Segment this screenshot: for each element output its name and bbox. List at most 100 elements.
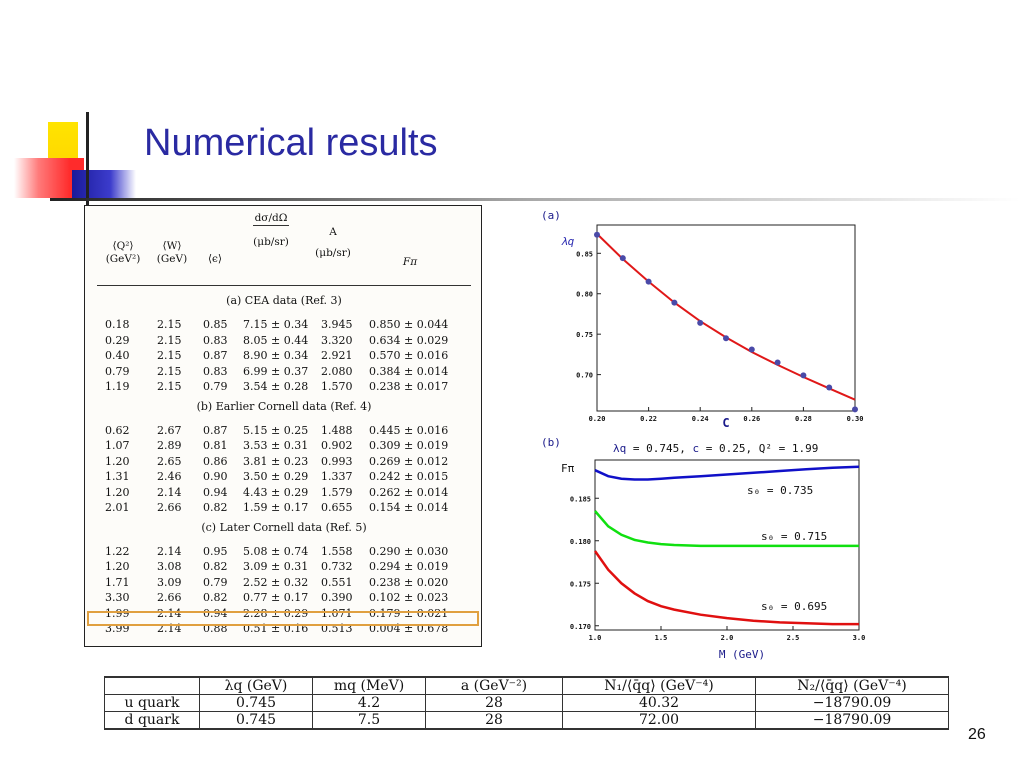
data-cell: 2.89: [157, 439, 182, 452]
data-cell: 1.337: [321, 470, 353, 483]
chart-a-point: [852, 406, 858, 413]
data-cell: 3.320: [321, 333, 353, 347]
chart-b: (b) λq = 0.745, c = 0.25, Q² = 1.99 Fπ 1…: [541, 436, 866, 661]
scanned-data-table: ⟨Q²⟩ (GeV²) ⟨W⟩ (GeV) ⟨ϵ⟩ dσ/dΩ (μb/sr) A …: [84, 205, 482, 647]
data-cell: 0.384 ± 0.014: [369, 364, 449, 378]
data-cell: 0.551: [321, 575, 353, 589]
table-cell: 28: [425, 711, 563, 730]
chart-a-ylabel: λq: [561, 235, 575, 248]
chart-a-point: [671, 299, 678, 306]
data-cell: 0.86: [203, 454, 228, 468]
chart-a-point: [826, 384, 833, 391]
data-cell: 3.53 ± 0.31: [243, 439, 309, 452]
chart-a-point: [748, 346, 755, 353]
data-cell: 0.77 ± 0.17: [243, 591, 309, 604]
data-row: 2.01 2.66 0.82 1.59 ± 0.17 0.655 0.154 ± 0.01…: [85, 501, 483, 515]
header-fpi: Fπ: [402, 256, 418, 268]
chart-a-xtick-label: 0.22: [640, 415, 657, 423]
data-cell: 2.14: [157, 544, 182, 558]
data-row: 1.20 2.14 0.94 4.43 ± 0.29 1.579 0.262 ± 0.01…: [85, 486, 483, 500]
data-cell: 2.15: [157, 380, 182, 393]
data-cell: 0.262 ± 0.014: [369, 485, 449, 499]
table-cell: 7.5: [312, 711, 426, 730]
header-cell-n2: N₂/⟨q̄q⟩ (GeV⁻⁴): [755, 676, 949, 695]
header-cell-empty: [104, 676, 200, 695]
data-cell: 1.59 ± 0.17: [243, 501, 309, 514]
data-cell: 0.90: [203, 470, 228, 483]
data-cell: 4.43 ± 0.29: [243, 485, 309, 499]
chart-b-xtick-label: 1.5: [655, 634, 668, 642]
chart-b-series-line: [594, 465, 860, 481]
header-cell-lambda: λq (GeV): [199, 676, 313, 695]
data-cell: 0.445 ± 0.016: [369, 423, 449, 437]
chart-a-point: [774, 359, 781, 366]
header-eps: ⟨ϵ⟩: [207, 253, 223, 265]
chart-b-ytick-label: 0.175: [570, 580, 591, 588]
data-cell: 3.54 ± 0.28: [243, 380, 309, 393]
header-cell-mq: mq (MeV): [312, 676, 426, 695]
data-cell: 0.242 ± 0.015: [369, 470, 449, 483]
chart-b-ytick-label: 0.180: [570, 538, 591, 546]
data-cell: 2.65: [157, 454, 182, 468]
data-cell: 2.14: [157, 485, 182, 499]
chart-b-title: λq = 0.745, c = 0.25, Q² = 1.99: [613, 442, 818, 455]
table-cell: 40.32: [562, 694, 756, 712]
data-cell: 1.99: [105, 606, 130, 620]
data-cell: 0.40: [105, 349, 130, 362]
title-underline: [50, 198, 1020, 201]
chart-b-series-label: s₀ = 0.735: [747, 484, 813, 497]
data-cell: 2.46: [157, 470, 182, 483]
data-cell: 3.945: [321, 318, 353, 331]
data-cell: 8.05 ± 0.44: [243, 333, 309, 347]
data-cell: 0.902: [321, 439, 353, 452]
data-cell: 0.102 ± 0.023: [369, 591, 449, 604]
table-cell: 4.2: [312, 694, 426, 712]
data-cell: 8.90 ± 0.34: [243, 349, 309, 362]
data-cell: 2.67: [157, 423, 182, 437]
chart-b-panel-label: (b): [541, 436, 561, 449]
data-cell: 2.66: [157, 591, 182, 604]
data-cell: 0.82: [203, 501, 228, 514]
data-cell: 3.50 ± 0.29: [243, 470, 309, 483]
data-cell: 0.634 ± 0.029: [369, 333, 449, 347]
data-cell: 0.62: [105, 423, 130, 437]
section-title: (a) CEA data (Ref. 3): [226, 294, 342, 307]
chart-a-xtick-label: 0.24: [692, 415, 709, 423]
data-cell: 1.558: [321, 544, 353, 558]
data-cell: 3.09 ± 0.31: [243, 560, 309, 573]
chart-a-ytick-label: 0.85: [576, 250, 593, 258]
chart-a-panel-label: (a): [541, 209, 561, 222]
table-cell: 0.745: [199, 694, 313, 712]
data-cell: 1.31: [105, 470, 130, 483]
data-cell: 0.94: [203, 606, 228, 620]
chart-b-ytick-label: 0.185: [570, 495, 591, 503]
chart-b-xtick-label: 2.5: [787, 634, 800, 642]
chart-b-series-label: s₀ = 0.695: [761, 600, 827, 613]
chart-a-point: [645, 278, 652, 285]
data-cell: 6.99 ± 0.37: [243, 364, 309, 378]
data-row: 0.29 2.15 0.83 8.05 ± 0.44 3.320 0.634 ± 0.02…: [85, 334, 483, 348]
chart-a-point: [594, 231, 600, 238]
chart-b-ylabel: Fπ: [561, 462, 575, 475]
chart-b-series-line: [594, 510, 859, 548]
data-cell: 0.79: [203, 380, 228, 393]
header-cell-n1: N₁/⟨q̄q⟩ (GeV⁻⁴): [562, 676, 756, 695]
chart-a-frame: [596, 224, 856, 412]
data-cell: 1.20: [105, 485, 130, 499]
data-row: 1.99 2.14 0.94 2.28 ± 0.29 1.071 0.179 ± 0.02…: [85, 607, 483, 621]
data-cell: 0.95: [203, 544, 228, 558]
data-cell: 0.87: [203, 423, 228, 437]
table-row: u quark 0.745 4.2 28 40.32 −18790.09: [104, 694, 949, 712]
data-row: 1.20 2.65 0.86 3.81 ± 0.23 0.993 0.269 ± 0.01…: [85, 455, 483, 469]
chart-a-ytick-label: 0.75: [576, 331, 593, 339]
chart-a-point: [800, 372, 807, 379]
table-cell: 0.745: [199, 711, 313, 730]
data-cell: 2.15: [157, 318, 182, 331]
data-cell: 3.09: [157, 575, 182, 589]
chart-b-xtick-label: 3.0: [853, 634, 866, 642]
data-cell: 3.08: [157, 560, 182, 573]
header-q2: ⟨Q²⟩ (GeV²): [105, 240, 141, 265]
data-cell: 0.29: [105, 333, 130, 347]
data-cell: 0.82: [203, 560, 228, 573]
data-cell: 0.154 ± 0.014: [369, 501, 449, 514]
